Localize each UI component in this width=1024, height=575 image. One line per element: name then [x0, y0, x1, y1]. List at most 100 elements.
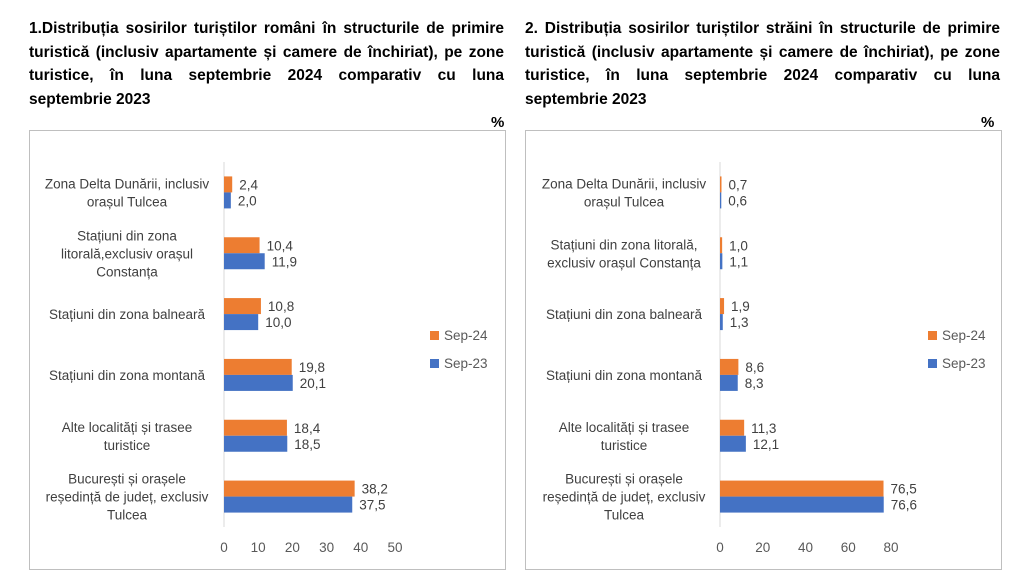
chart1-data-label: 10,4 — [267, 238, 294, 253]
chart2-data-label: 1,1 — [729, 254, 748, 269]
chart2-data-label: 8,3 — [745, 376, 764, 391]
chart1-tick-label: 0 — [220, 540, 228, 555]
chart2-data-label: 1,3 — [730, 315, 749, 330]
chart1-bar-sep-23 — [224, 253, 265, 270]
chart1-data-label: 20,1 — [300, 376, 326, 391]
chart2-bar-sep-23 — [720, 314, 723, 331]
chart1-unit: % — [491, 114, 505, 131]
chart2-tick-label: 20 — [755, 540, 770, 555]
chart1-data-label: 11,9 — [272, 254, 297, 269]
chart2-category-label-line: turistice — [601, 438, 648, 453]
chart2-bar-sep-23 — [720, 435, 746, 452]
chart1-category-label: Zona Delta Dunării, inclusiv orașul Tulce… — [45, 176, 210, 209]
chart2-tick-label: 40 — [798, 540, 813, 555]
chart1-bar-sep-23 — [224, 496, 353, 513]
chart1-tick-label: 10 — [251, 540, 266, 555]
chart2-data-label: 1,9 — [731, 299, 750, 314]
chart1-legend-swatch-sep-23 — [430, 359, 439, 368]
chart2-data-label: 1,0 — [729, 238, 748, 253]
chart2-bar-sep-24 — [720, 419, 745, 436]
chart2-data-label: 11,3 — [751, 421, 776, 436]
chart1-category-label: Alte localități și trasee turistice — [62, 420, 193, 453]
chart2-bar-sep-24 — [720, 298, 725, 315]
chart1-bar-sep-24 — [224, 480, 355, 497]
chart2-bar-sep-23 — [720, 496, 884, 513]
chart1-category-label: Stațiuni din zona montană — [49, 368, 206, 383]
chart1-category-label-line: Constanța — [96, 264, 158, 279]
chart1-area: Zona Delta Dunării, inclusiv orașul Tulce… — [29, 130, 506, 570]
chart2-category-label-line: Zona Delta Dunării, inclusiv — [542, 176, 707, 191]
chart1-category-label: Stațiuni din zona balneară — [49, 307, 206, 322]
chart1-bar-sep-24 — [224, 176, 233, 193]
chart2-bar-sep-23 — [720, 374, 738, 391]
chart1-data-label: 10,8 — [268, 299, 294, 314]
chart1-category-label-line: Zona Delta Dunării, inclusiv — [45, 176, 210, 191]
chart1-data-label: 10,0 — [265, 315, 291, 330]
chart2-legend-label-sep-24: Sep-24 — [942, 328, 986, 343]
chart2-unit: % — [981, 114, 995, 131]
chart1-category-label-line: Stațiuni din zona — [77, 228, 177, 243]
chart2-title: 2. Distribuția sosirilor turiștilor stră… — [525, 20, 1000, 108]
chart2-bar-sep-24 — [720, 358, 739, 375]
chart1-bar-sep-24 — [224, 298, 261, 315]
chart1-bar-sep-24 — [224, 419, 287, 436]
chart1-category-label-line: Stațiuni din zona balneară — [49, 307, 206, 322]
chart1-svg: Zona Delta Dunării, inclusiv orașul Tulce… — [45, 162, 488, 555]
chart2-category-label: Stațiuni din zona montană — [546, 368, 703, 383]
chart2-svg: Zona Delta Dunării, inclusiv orașul Tulce… — [542, 162, 986, 555]
chart1-data-label: 18,5 — [294, 437, 320, 452]
chart2-bar-sep-23 — [720, 192, 722, 209]
chart2-category-label-line: Stațiuni din zona montană — [546, 368, 703, 383]
chart2-category-label-line: orașul Tulcea — [584, 194, 665, 209]
chart1-legend-label-sep-23: Sep-23 — [444, 356, 488, 371]
chart1-bar-sep-23 — [224, 192, 231, 209]
chart2-data-label: 0,7 — [728, 177, 747, 192]
chart1-data-label: 2,0 — [238, 193, 257, 208]
chart1-category-label-line: Stațiuni din zona montană — [49, 368, 206, 383]
chart2-category-label-line: Stațiuni din zona balneară — [546, 307, 703, 322]
chart1-category-label-line: Alte localități și trasee — [62, 420, 193, 435]
chart1-legend-swatch-sep-24 — [430, 331, 439, 340]
chart2-tick-label: 0 — [716, 540, 724, 555]
chart2-category-label-line: Tulcea — [604, 508, 645, 523]
chart2-category-label: Stațiuni din zona litorală, exclusiv oraș… — [547, 237, 701, 270]
chart1-category-label-line: turistice — [104, 438, 151, 453]
chart2-bar-sep-24 — [720, 480, 884, 497]
chart1-data-label: 2,4 — [239, 177, 258, 192]
chart1-data-label: 19,8 — [299, 360, 325, 375]
chart2-data-label: 76,5 — [891, 482, 917, 497]
chart2-area: Zona Delta Dunării, inclusiv orașul Tulce… — [525, 130, 1002, 570]
chart1-category-label-line: București și orașele — [68, 472, 186, 487]
chart1-category-label: București și orașele reședință de județ, … — [46, 472, 209, 523]
chart1-data-label: 18,4 — [294, 421, 321, 436]
chart1-bar-sep-24 — [224, 237, 260, 254]
chart2-category-label: Alte localități și trasee turistice — [559, 420, 690, 453]
chart1-tick-label: 20 — [285, 540, 300, 555]
chart2-category-label: Stațiuni din zona balneară — [546, 307, 703, 322]
chart2-category-label-line: Stațiuni din zona litorală, — [550, 237, 697, 252]
chart1-bar-sep-23 — [224, 374, 293, 391]
chart1-data-label: 37,5 — [359, 498, 385, 513]
chart2-category-label: Zona Delta Dunării, inclusiv orașul Tulce… — [542, 176, 707, 209]
chart1-tick-label: 50 — [387, 540, 402, 555]
chart2-tick-label: 80 — [883, 540, 898, 555]
chart2-category-label-line: București și orașele — [565, 472, 683, 487]
chart1-category-label-line: Tulcea — [107, 508, 148, 523]
chart2-legend-swatch-sep-23 — [928, 359, 937, 368]
chart2-category-label-line: exclusiv orașul Constanța — [547, 255, 701, 270]
chart1-bar-sep-24 — [224, 358, 292, 375]
chart1-title: 1.Distribuția sosirilor turiștilor român… — [29, 20, 504, 108]
chart2-bar-sep-24 — [720, 237, 723, 254]
chart1-tick-label: 30 — [319, 540, 334, 555]
chart2-data-label: 8,6 — [745, 360, 764, 375]
chart2-category-label-line: Alte localități și trasee — [559, 420, 690, 435]
chart1-category-label: Stațiuni din zona litorală,exclusiv orașu… — [61, 228, 193, 279]
chart1-category-label-line: orașul Tulcea — [87, 194, 168, 209]
chart2-legend-swatch-sep-24 — [928, 331, 937, 340]
chart1-legend-label-sep-24: Sep-24 — [444, 328, 488, 343]
chart2-data-label: 76,6 — [891, 498, 917, 513]
chart2-data-label: 12,1 — [753, 437, 779, 452]
chart2-legend-label-sep-23: Sep-23 — [942, 356, 986, 371]
chart1-category-label-line: reședință de județ, exclusiv — [46, 490, 209, 505]
chart2-data-label: 0,6 — [728, 193, 747, 208]
